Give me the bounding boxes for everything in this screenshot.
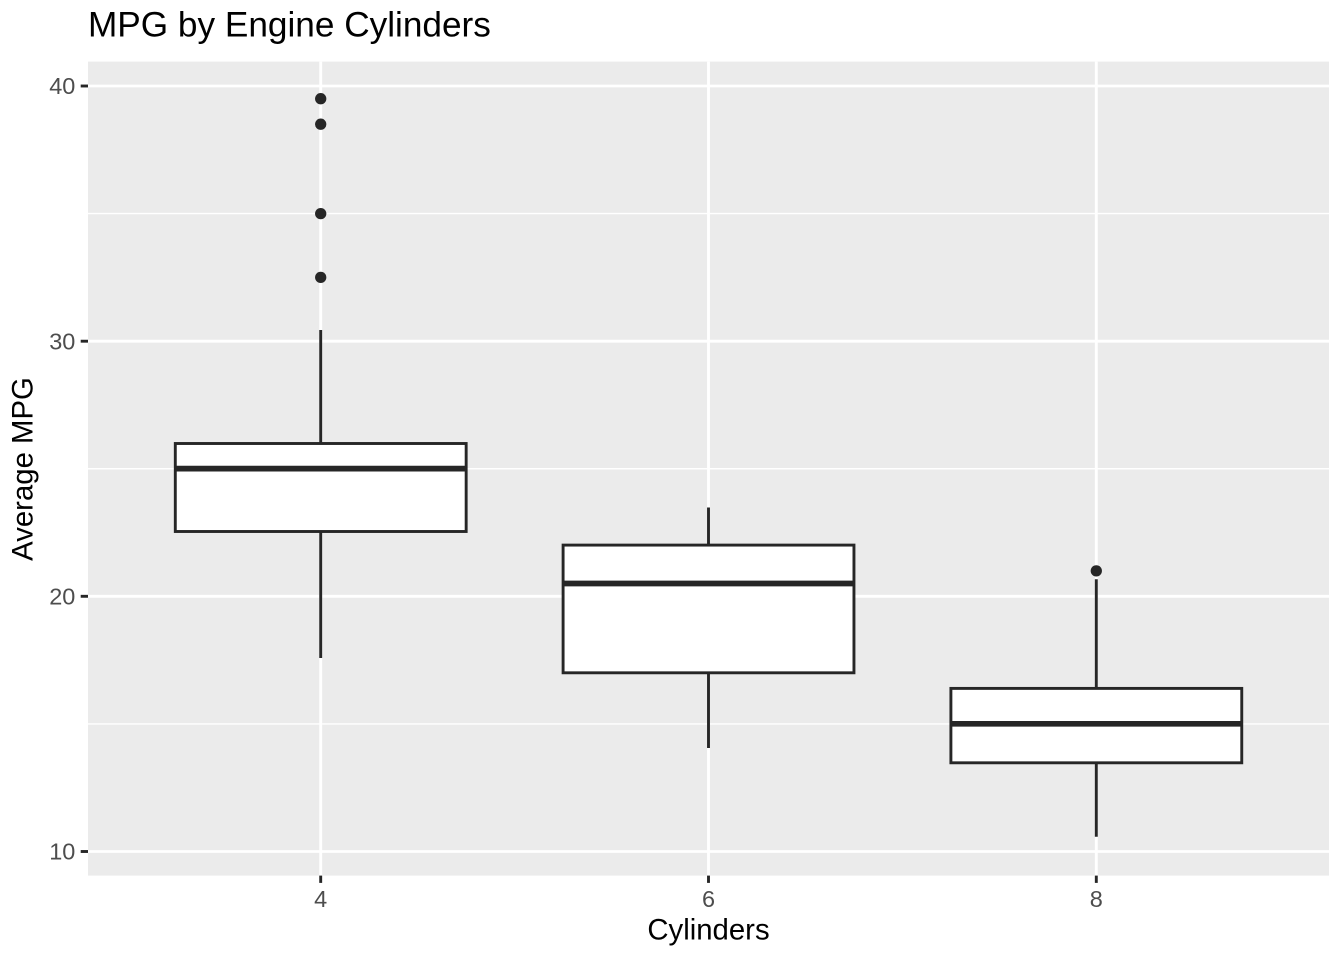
svg-text:20: 20 (49, 584, 75, 610)
svg-text:6: 6 (702, 886, 715, 912)
svg-text:30: 30 (49, 328, 75, 354)
svg-text:Average MPG: Average MPG (7, 377, 40, 561)
svg-text:MPG by Engine Cylinders: MPG by Engine Cylinders (88, 6, 491, 45)
svg-text:Cylinders: Cylinders (647, 914, 769, 947)
svg-text:4: 4 (314, 886, 327, 912)
svg-text:8: 8 (1090, 886, 1103, 912)
svg-text:40: 40 (49, 73, 75, 99)
svg-text:10: 10 (49, 839, 75, 865)
